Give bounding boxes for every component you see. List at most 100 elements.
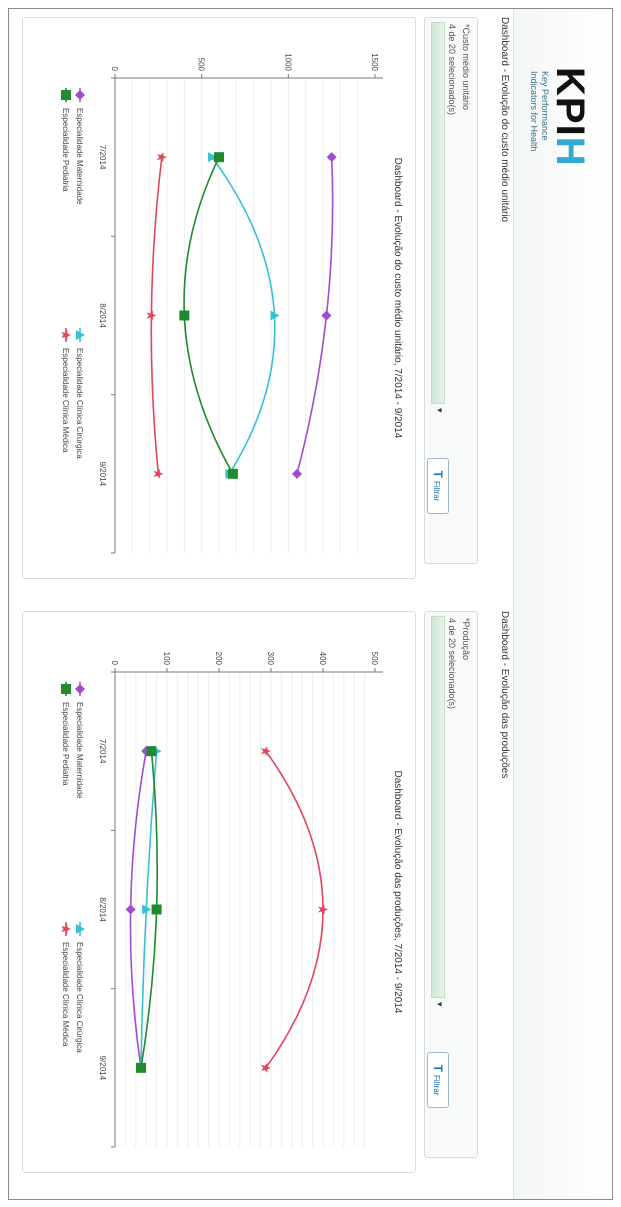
dashboard-frame: KPIH Key Performance Indicators for Heal… [8,8,613,1200]
filter-count[interactable]: 4 de 20 selecionado(s) [447,618,457,710]
filter-box: *Produção 4 de 20 selecionado(s) ▾ T Filt… [424,611,478,1158]
series-point [260,1062,271,1073]
chart-custo-medio: Dashboard - Evolução do custo médio unit… [61,53,403,554]
legend-marker [61,90,71,100]
legend-marker [75,90,85,100]
logo-accent: H [548,136,592,167]
filter-label: *Custo médio unitário [461,24,471,111]
logo-subtitle-line-1: Key Performance [540,71,550,141]
chart-producoes: Dashboard - Evolução das produções, 7/20… [61,652,403,1148]
chevron-down-icon[interactable]: ▾ [435,408,445,413]
funnel-icon: T [431,470,445,478]
legend-item: Especialidade Clínica Cirúrgica [75,922,85,1053]
legend-label: Especialidade Clínica Médica [61,348,70,453]
series-point [318,904,328,915]
filter-label: *Produção [461,618,471,661]
chart-box: Dashboard - Evolução do custo médio unit… [22,17,416,579]
filter-button[interactable]: T Filtrar [427,1052,449,1108]
series-point [125,904,136,915]
panel-title: Dashboard - Evolução das produções [499,611,510,779]
series-point [151,904,162,915]
funnel-icon: T [431,1064,445,1072]
series-point [136,1062,146,1073]
legend-label: Especialidade Maternidade [75,108,84,205]
series-point [156,152,167,163]
series-point [321,310,332,321]
legend-label: Especialidade Clínica Cirúrgica [75,348,84,459]
legend-item: Especialidade Clínica Médica [61,922,71,1047]
series-point [153,468,164,479]
filter-box: *Custo médio unitário 4 de 20 selecionad… [424,17,478,564]
legend-label: Especialidade Pediatria [61,702,70,786]
app-header: KPIH Key Performance Indicators for Heal… [513,9,612,1199]
legend-marker [75,684,85,694]
y-tick-label: 0 [110,661,119,666]
series-point [270,310,280,321]
x-tick-label: 8/2014 [98,897,107,922]
series-point [142,904,152,915]
series-point [326,152,337,163]
legend-label: Especialidade Clínica Médica [61,942,70,1047]
series-point [260,746,271,757]
series-line [183,156,234,475]
y-tick-label: 200 [214,652,223,666]
legend-item: Especialidade Pediatria [61,88,71,192]
panel-custo-medio: Dashboard - Evolução do custo médio unit… [17,13,512,588]
legend-marker [61,330,71,340]
y-tick-label: 100 [162,652,171,666]
logo-text: KPI [548,67,592,137]
x-tick-label: 9/2014 [98,462,107,487]
app-logo: KPIH [548,67,592,167]
legend-marker [76,330,85,340]
series-4 [146,152,167,479]
y-tick-label: 0 [110,67,119,72]
y-tick-label: 400 [318,652,327,666]
legend-marker [61,924,71,934]
y-tick-label: 1000 [283,53,292,71]
filter-count[interactable]: 4 de 20 selecionado(s) [447,24,457,116]
y-tick-label: 300 [266,652,275,666]
legend-marker [61,684,71,694]
filter-select-bar[interactable] [431,22,445,404]
panel-title: Dashboard - Evolução do custo médio unit… [499,17,510,223]
legend-item: Especialidade Maternidade [75,88,85,205]
series-line [265,750,324,1069]
legend-item: Especialidade Maternidade [75,682,85,799]
y-tick-label: 500 [370,652,379,666]
y-tick-label: 1500 [370,53,379,71]
series-3 [179,152,238,479]
legend-label: Especialidade Pediatria [61,108,70,192]
chart-box: Dashboard - Evolução das produções, 7/20… [22,611,416,1173]
filter-button[interactable]: T Filtrar [427,458,449,514]
series-point [146,746,157,757]
filter-button-label: Filtrar [432,1074,441,1096]
series-point [292,468,302,479]
legend-item: Especialidade Clínica Médica [61,328,71,453]
series-point [214,152,224,163]
x-tick-label: 8/2014 [98,303,107,328]
series-point [179,310,190,321]
series-3 [136,746,162,1073]
series-1 [292,152,337,479]
panel-producoes: Dashboard - Evolução das produções *Prod… [17,607,512,1182]
legend-marker [76,924,85,934]
legend-item: Especialidade Pediatria [61,682,71,786]
series-line [211,156,276,475]
y-tick-label: 500 [197,58,206,72]
chevron-down-icon[interactable]: ▾ [435,1002,445,1007]
logo-subtitle-line-2: Indicators for Health [529,71,539,152]
x-tick-label: 7/2014 [98,739,107,764]
x-tick-label: 7/2014 [98,145,107,170]
filter-select-bar[interactable] [431,616,445,998]
series-point [227,468,238,479]
legend-label: Especialidade Clínica Cirúrgica [75,942,84,1053]
x-tick-label: 9/2014 [98,1056,107,1081]
chart-title: Dashboard - Evolução do custo médio unit… [392,158,403,439]
logo-subtitle: Key Performance Indicators for Health [528,71,550,152]
series-point [146,310,157,321]
series-4 [260,746,328,1073]
chart-title: Dashboard - Evolução das produções, 7/20… [392,771,403,1014]
filter-button-label: Filtrar [432,480,441,502]
legend-item: Especialidade Clínica Cirúrgica [75,328,85,459]
